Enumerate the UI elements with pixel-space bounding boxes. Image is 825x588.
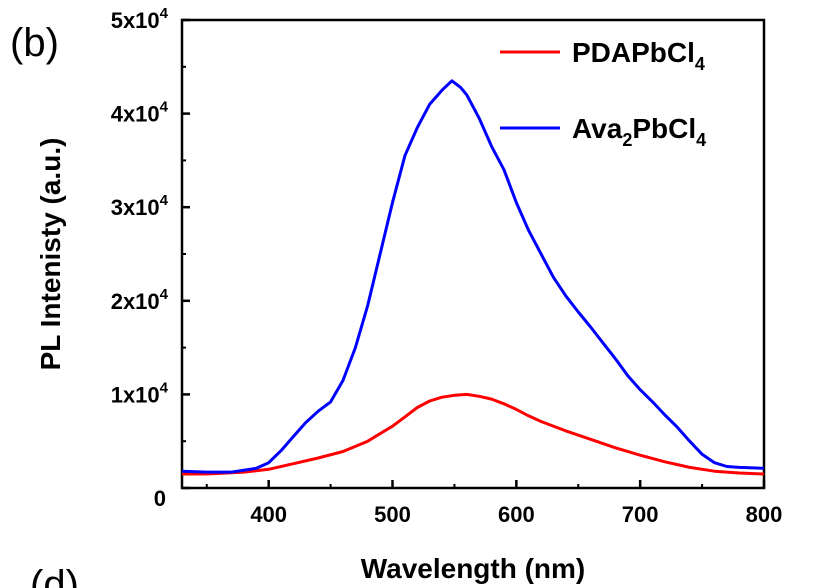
panel-label-d: (d): [30, 563, 79, 588]
y-axis-title: PL Intenisty (a.u.): [35, 138, 66, 371]
panel-label-b: (b): [10, 21, 59, 65]
axis-ticks: 400 500 600 700 800 0 1x104 2x104 3x104 4x104 5x10…: [111, 5, 783, 527]
x-tick-label-400: 400: [250, 502, 287, 527]
y-tick-label-20000: 2x104: [111, 286, 169, 314]
y-tick-label-50000: 5x104: [111, 5, 169, 33]
x-tick-label-800: 800: [746, 502, 783, 527]
x-axis-title: Wavelength (nm): [361, 553, 586, 584]
plot-frame: [180, 18, 766, 490]
y-tick-label-40000: 4x104: [111, 99, 169, 127]
legend: PDAPbCl4 Ava2PbCl4: [500, 37, 706, 150]
x-tick-label-700: 700: [622, 502, 659, 527]
legend-label-pdapbcl4: PDAPbCl4: [572, 37, 705, 74]
legend-label-ava2pbcl4: Ava2PbCl4: [572, 113, 706, 150]
series-line-ava2pbcl4: [181, 79, 765, 474]
x-tick-label-600: 600: [498, 502, 535, 527]
y-tick-label-30000: 3x104: [111, 192, 169, 220]
y-tick-label-0: 0: [154, 486, 166, 511]
y-tick-label-10000: 1x104: [111, 379, 169, 407]
x-tick-label-500: 500: [374, 502, 411, 527]
series-group: [181, 79, 765, 476]
series-line-pdapbcl4: [182, 392, 765, 476]
